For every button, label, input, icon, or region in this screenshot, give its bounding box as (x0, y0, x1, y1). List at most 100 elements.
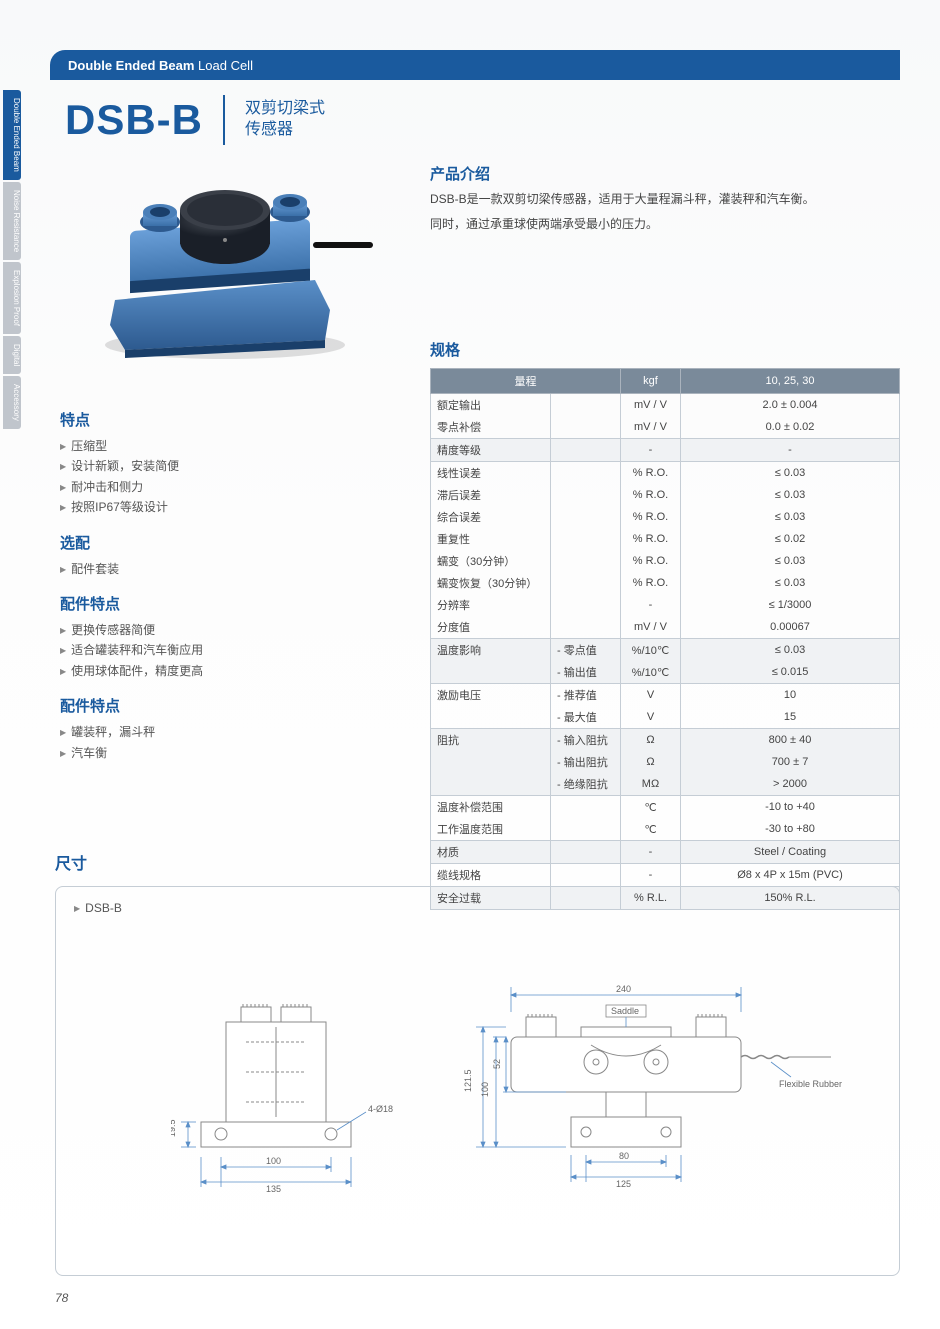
intro-p2: 同时，通过承重球使两端承受最小的压力。 (430, 215, 900, 234)
table-cell (551, 462, 621, 485)
table-cell: Ω (621, 751, 681, 773)
table-cell (551, 394, 621, 417)
table-cell: V (621, 706, 681, 729)
table-cell (431, 661, 551, 684)
dim-title: 尺寸 (55, 850, 900, 874)
table-cell (551, 796, 621, 819)
svg-text:121.5: 121.5 (463, 1069, 473, 1092)
intro-p1: DSB-B是一款双剪切梁传感器，适用于大量程漏斗秤，灌装秤和汽车衡。 (430, 190, 900, 209)
table-row: 零点补偿mV / V0.0 ± 0.02 (431, 416, 900, 439)
table-cell: 2.0 ± 0.004 (681, 394, 900, 417)
table-cell: 0.0 ± 0.02 (681, 416, 900, 439)
table-cell: - 推荐值 (551, 684, 621, 707)
table-cell: % R.O. (621, 528, 681, 550)
table-row: 蠕变（30分钟）% R.O.≤ 0.03 (431, 550, 900, 572)
table-cell: 额定输出 (431, 394, 551, 417)
svg-text:80: 80 (619, 1151, 629, 1161)
table-cell: 精度等级 (431, 439, 551, 462)
table-cell (431, 751, 551, 773)
list-item: 配件套装 (60, 559, 380, 579)
drawing-side: 240 Saddle 121.5 100 52 80 125 Flexible … (451, 967, 851, 1212)
table-cell: 15 (681, 706, 900, 729)
table-cell: 综合误差 (431, 506, 551, 528)
dim-label: DSB-B (74, 901, 881, 915)
table-row: 分辨率-≤ 1/3000 (431, 594, 900, 616)
side-tab[interactable]: Noise Resistance (3, 182, 21, 260)
table-row: 重复性 % R.O.≤ 0.02 (431, 528, 900, 550)
list-item: 更换传感器简便 (60, 620, 380, 640)
options-list: 配件套装 (60, 559, 380, 579)
table-cell: 重复性 (431, 528, 551, 550)
dimensions-section: 尺寸 DSB-B (55, 850, 900, 1276)
table-cell: 800 ± 40 (681, 729, 900, 752)
table-row: 滞后误差% R.O.≤ 0.03 (431, 484, 900, 506)
table-cell: ≤ 0.03 (681, 639, 900, 662)
table-cell: - 输入阻抗 (551, 729, 621, 752)
spec-h2: kgf (621, 369, 681, 394)
spec-h1: 量程 (431, 369, 621, 394)
list-item: 罐装秤，漏斗秤 (60, 722, 380, 742)
table-cell: 滞后误差 (431, 484, 551, 506)
table-row: 综合误差% R.O.≤ 0.03 (431, 506, 900, 528)
side-tab[interactable]: Double Ended Beam (3, 90, 21, 180)
table-cell: ℃ (621, 818, 681, 841)
table-cell: -30 to +80 (681, 818, 900, 841)
left-column: 特点 压缩型设计新颖，安装简便耐冲击和侧力按照IP67等级设计 选配 配件套装 … (60, 395, 380, 763)
list-item: 耐冲击和侧力 (60, 477, 380, 497)
table-cell: 阻抗 (431, 729, 551, 752)
table-cell: 温度补偿范围 (431, 796, 551, 819)
side-tabs: Double Ended Beam Noise Resistance Explosi… (3, 90, 21, 431)
table-cell: ≤ 0.03 (681, 572, 900, 594)
table-cell: 工作温度范围 (431, 818, 551, 841)
table-cell: - 零点值 (551, 639, 621, 662)
table-row: - 最大值V15 (431, 706, 900, 729)
options-title: 选配 (60, 532, 380, 553)
table-row: - 绝缘阻抗MΩ> 2000 (431, 773, 900, 796)
table-row: 精度等级-- (431, 439, 900, 462)
table-cell: ≤ 0.03 (681, 484, 900, 506)
side-tab[interactable]: Digital (3, 336, 21, 374)
table-cell (551, 818, 621, 841)
table-cell: % R.O. (621, 462, 681, 485)
side-tab[interactable]: Accessory (3, 376, 21, 429)
table-cell: 分辨率 (431, 594, 551, 616)
table-cell: 分度值 (431, 616, 551, 639)
table-cell: mV / V (621, 394, 681, 417)
title-block: DSB-B 双剪切梁式传感器 (65, 95, 325, 145)
acc-features2-list: 罐装秤，漏斗秤汽车衡 (60, 722, 380, 763)
table-cell: ≤ 0.03 (681, 506, 900, 528)
table-cell: ≤ 0.02 (681, 528, 900, 550)
table-cell: - 最大值 (551, 706, 621, 729)
table-cell: - (681, 439, 900, 462)
list-item: 汽车衡 (60, 743, 380, 763)
table-row: 分度值mV / V0.00067 (431, 616, 900, 639)
table-row: - 输出值%/10℃≤ 0.015 (431, 661, 900, 684)
svg-text:135: 135 (266, 1184, 281, 1194)
table-cell: - 输出值 (551, 661, 621, 684)
table-cell: % R.O. (621, 550, 681, 572)
table-cell: ≤ 0.03 (681, 462, 900, 485)
table-cell: ≤ 1/3000 (681, 594, 900, 616)
svg-text:Flexible Rubber: Flexible Rubber (779, 1079, 842, 1089)
title-divider (223, 95, 225, 145)
drawing-front: 100 135 19.5 4-Ø18 (171, 992, 401, 1212)
svg-text:125: 125 (616, 1179, 631, 1189)
table-cell (551, 594, 621, 616)
page-number: 78 (55, 1291, 68, 1305)
header-text: Double Ended Beam Load Cell (68, 58, 253, 73)
table-row: 温度补偿范围℃-10 to +40 (431, 796, 900, 819)
table-cell (551, 550, 621, 572)
list-item: 设计新颖，安装简便 (60, 456, 380, 476)
svg-text:19.5: 19.5 (171, 1119, 177, 1137)
table-cell: - 绝缘阻抗 (551, 773, 621, 796)
right-column: 产品介绍 DSB-B是一款双剪切梁传感器，适用于大量程漏斗秤，灌装秤和汽车衡。 … (430, 163, 900, 910)
table-cell (551, 416, 621, 439)
table-cell (551, 572, 621, 594)
table-row: 激励电压- 推荐值V10 (431, 684, 900, 707)
table-cell: %/10℃ (621, 661, 681, 684)
spec-table: 量程 kgf 10, 25, 30 额定输出mV / V2.0 ± 0.004零… (430, 368, 900, 910)
header-bar: Double Ended Beam Load Cell (50, 50, 900, 80)
svg-text:100: 100 (266, 1156, 281, 1166)
table-cell: -10 to +40 (681, 796, 900, 819)
side-tab[interactable]: Explosion Proof (3, 262, 21, 334)
